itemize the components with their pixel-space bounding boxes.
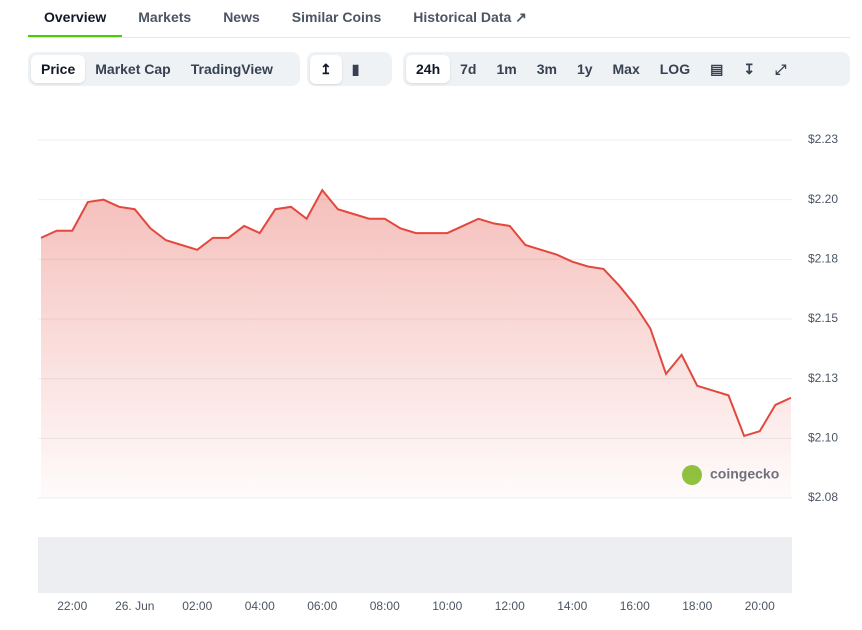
y-tick-label: $2.18 <box>808 252 838 266</box>
x-tick-label: 16:00 <box>620 599 650 613</box>
button[interactable]: Market Cap <box>95 61 171 77</box>
tab-label: Historical Data <box>413 9 512 25</box>
calendar-button[interactable]: ▤ <box>710 60 724 77</box>
candle-icon-button[interactable]: ▮ <box>351 60 360 77</box>
tab[interactable]: Markets <box>138 9 192 25</box>
x-tick-label: 18:00 <box>682 599 712 613</box>
button[interactable]: 7d <box>460 61 477 77</box>
tab[interactable]: Overview <box>28 0 123 37</box>
x-tick-label: 04:00 <box>245 599 275 613</box>
volume-band <box>38 537 792 593</box>
tab-bar: Overview Markets News Similar Coins Hist… <box>28 0 850 38</box>
x-tick-label: 12:00 <box>495 599 525 613</box>
x-tick-label: 20:00 <box>745 599 775 613</box>
x-tick-label: 02:00 <box>182 599 212 613</box>
y-tick-label: $2.20 <box>808 192 838 206</box>
x-tick-label: 06:00 <box>307 599 337 613</box>
y-tick-label: $2.23 <box>808 132 838 146</box>
price-line <box>40 188 792 438</box>
area-fill <box>41 190 791 498</box>
chart-type-group: Price Market Cap TradingView <box>28 52 300 86</box>
x-tick-label: 08:00 <box>370 599 400 613</box>
download-button[interactable]: ↧ <box>743 60 756 77</box>
y-tick-label: $2.08 <box>808 490 838 504</box>
external-icon: ↗ <box>515 9 527 25</box>
tab[interactable]: News <box>223 9 260 25</box>
button[interactable]: 1y <box>576 61 593 77</box>
y-tick-label: $2.10 <box>808 431 838 445</box>
button[interactable]: 24h <box>406 55 451 83</box>
y-tick-label: $2.13 <box>808 371 838 385</box>
button[interactable]: Price <box>31 55 86 83</box>
tab[interactable]: Similar Coins <box>291 9 382 25</box>
button[interactable]: TradingView <box>190 61 273 77</box>
style-group: ↥ ▮ <box>307 52 392 86</box>
fullscreen-button[interactable]: ⤢ <box>775 60 787 77</box>
button[interactable]: LOG <box>659 61 691 77</box>
x-tick-label: 14:00 <box>557 599 587 613</box>
button[interactable]: Max <box>612 61 640 77</box>
y-tick-label: $2.15 <box>808 311 838 325</box>
tab[interactable]: Historical Data ↗ <box>397 0 543 36</box>
line-icon-button[interactable]: ↥ <box>310 54 342 84</box>
button[interactable]: 3m <box>536 61 557 77</box>
x-tick-label: 10:00 <box>432 599 462 613</box>
button[interactable]: 1m <box>496 61 517 77</box>
x-tick-label: 26. Jun <box>115 599 154 613</box>
x-tick-label: 22:00 <box>57 599 87 613</box>
range-group: 24h 7d 1m 3m 1y Max LOG ▤ ↧ ⤢ <box>403 52 850 86</box>
